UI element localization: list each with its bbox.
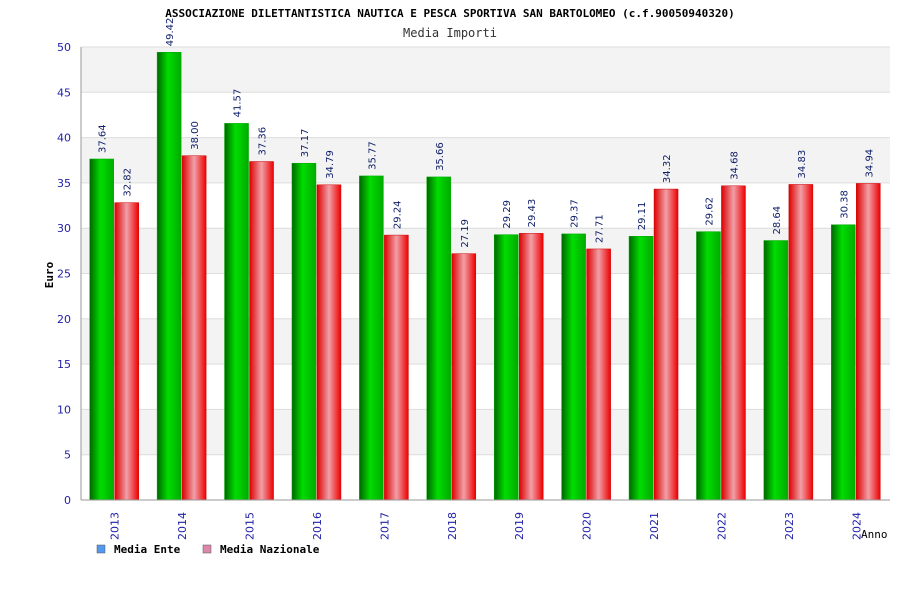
bar-media-nazionale	[518, 233, 544, 501]
plot-band	[81, 47, 890, 93]
x-tick-label: 2021	[648, 512, 661, 540]
legend-label: Media Nazionale	[220, 543, 320, 556]
y-tick-label: 25	[57, 268, 71, 281]
x-tick-label: 2017	[378, 512, 391, 540]
y-tick-label: 20	[57, 313, 71, 326]
bar-media-nazionale	[856, 183, 881, 501]
bar-media-ente	[628, 236, 654, 501]
bar-media-ente	[831, 224, 856, 501]
plot-band	[81, 92, 890, 138]
plot-band	[81, 182, 890, 229]
data-label: 35.77	[367, 141, 378, 170]
bar-media-nazionale	[316, 184, 342, 501]
y-tick-label: 30	[57, 222, 71, 235]
data-label: 29.24	[392, 200, 403, 229]
legend: Media Ente Media Nazionale	[96, 543, 320, 556]
x-tick-label: 2013	[109, 512, 122, 540]
bar-media-ente	[493, 234, 519, 501]
data-label: 35.66	[435, 142, 446, 171]
data-label: 29.62	[704, 197, 715, 226]
y-tick-labels: 0 5 10 15 20 25 30 35 40 45 50	[57, 41, 71, 507]
plot-band	[81, 228, 890, 274]
data-labels: 37.64 32.82 49.42 38.00 41.57 37.36 37.17 34.79…	[98, 18, 876, 248]
bars	[89, 52, 881, 501]
x-axis-label: Anno	[861, 528, 888, 541]
bar-media-ente	[291, 162, 317, 501]
plot-band	[81, 137, 890, 183]
x-tick-label: 2019	[513, 512, 526, 540]
legend-swatch	[202, 544, 212, 554]
bar-media-nazionale	[586, 248, 611, 501]
plot-band	[81, 454, 890, 500]
data-label: 34.68	[729, 151, 740, 180]
bar-media-ente	[426, 176, 452, 501]
chart-title: ASSOCIAZIONE DILETTANTISTICA NAUTICA E P…	[165, 7, 735, 20]
data-label: 34.94	[864, 149, 875, 178]
bar-media-ente	[359, 175, 384, 501]
legend-swatch	[96, 544, 106, 554]
x-tick-label: 2015	[244, 512, 257, 540]
data-label: 29.37	[570, 199, 581, 228]
y-tick-label: 35	[57, 177, 71, 190]
data-label: 29.43	[527, 199, 538, 228]
data-label: 29.29	[502, 200, 513, 229]
data-label: 37.17	[300, 129, 311, 158]
bar-media-nazionale	[384, 234, 409, 501]
plot-band	[81, 409, 890, 455]
x-tick-labels: 2013 2014 2015 2016 2017 2018 2019 2020 2021 2022…	[109, 512, 864, 540]
data-label: 30.38	[839, 190, 850, 219]
bar-media-ente	[561, 233, 586, 501]
data-label: 34.79	[325, 150, 336, 179]
bar-media-nazionale	[653, 188, 679, 501]
bar-media-nazionale	[249, 161, 274, 501]
data-label: 32.82	[123, 168, 134, 197]
y-tick-label: 10	[57, 403, 71, 416]
data-label: 29.11	[637, 202, 648, 231]
y-tick-label: 5	[64, 449, 71, 462]
x-tick-label: 2020	[581, 512, 594, 540]
plot-band	[81, 364, 890, 410]
x-tick-label: 2023	[783, 512, 796, 540]
data-label: 28.64	[772, 206, 783, 235]
data-label: 41.57	[233, 89, 244, 118]
bar-media-ente	[696, 231, 721, 501]
y-tick-label: 0	[64, 494, 71, 507]
bar-media-nazionale	[721, 185, 746, 501]
chart-subtitle: Media Importi	[403, 26, 497, 40]
plot-band	[81, 273, 890, 319]
axes	[80, 47, 890, 501]
data-label: 37.36	[258, 127, 269, 156]
data-label: 27.19	[460, 219, 471, 248]
plot-background	[81, 47, 890, 500]
legend-label: Media Ente	[114, 543, 181, 556]
x-tick-label: 2016	[311, 512, 324, 540]
bar-media-ente	[89, 158, 114, 501]
x-tick-label: 2014	[176, 512, 189, 540]
x-tick-label: 2018	[446, 512, 459, 540]
plot-band	[81, 318, 890, 365]
y-tick-label: 45	[57, 86, 71, 99]
data-label: 27.71	[595, 214, 606, 243]
bar-media-nazionale	[181, 155, 207, 501]
y-tick-label: 15	[57, 358, 71, 371]
data-label: 34.83	[797, 150, 808, 179]
data-label: 34.32	[662, 154, 673, 183]
bar-media-ente	[763, 240, 789, 501]
x-tick-label: 2024	[850, 512, 863, 540]
bar-media-nazionale	[451, 253, 477, 501]
bar-media-nazionale	[788, 184, 814, 501]
y-tick-label: 50	[57, 41, 71, 54]
data-label: 49.42	[165, 18, 176, 47]
y-tick-label: 40	[57, 132, 71, 145]
bar-media-ente	[224, 123, 249, 501]
x-tick-label: 2022	[715, 512, 728, 540]
bar-media-ente	[156, 52, 182, 501]
data-label: 37.64	[98, 124, 109, 153]
y-axis-label: Euro	[43, 261, 56, 288]
bar-media-nazionale	[114, 202, 139, 501]
data-label: 38.00	[190, 121, 201, 150]
